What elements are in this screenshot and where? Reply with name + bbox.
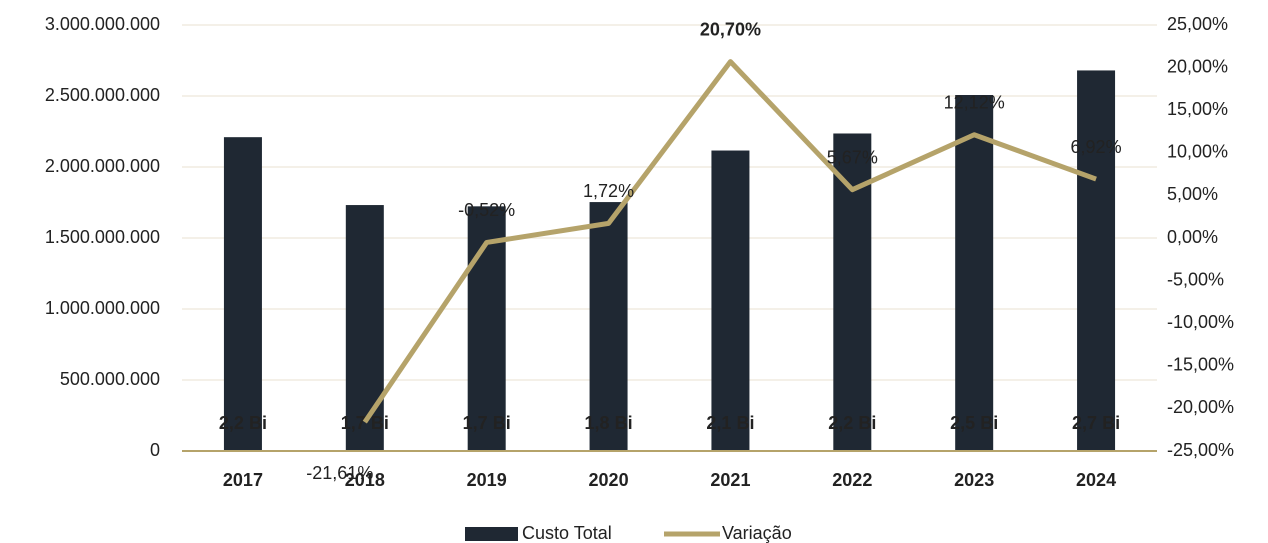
bar [589,202,628,451]
legend-label: Custo Total [522,523,612,543]
x-tick-label: 2020 [589,470,629,490]
line-label: 20,70% [700,19,761,39]
bar [955,95,994,452]
bar-label: 2,7 Bi [1072,413,1120,433]
y2-tick-label: 15,00% [1167,99,1228,119]
x-tick-label: 2024 [1076,470,1116,490]
y2-tick-label: -10,00% [1167,312,1234,332]
y2-tick-label: -25,00% [1167,440,1234,460]
y2-tick-label: 10,00% [1167,142,1228,162]
x-tick-label: 2019 [467,470,507,490]
legend-label: Variação [722,523,792,543]
y-tick-label: 1.000.000.000 [45,298,160,318]
bar-label: 1,7 Bi [463,413,511,433]
line-label: 5,67% [827,147,878,167]
line-label: -21,61% [306,463,373,483]
y-tick-label: 0 [150,440,160,460]
y2-tick-label: 5,00% [1167,184,1218,204]
y2-tick-label: -5,00% [1167,269,1224,289]
y-tick-label: 3.000.000.000 [45,14,160,34]
y2-tick-label: 20,00% [1167,56,1228,76]
line-label: -0,52% [458,200,515,220]
x-tick-label: 2017 [223,470,263,490]
bar-label: 2,2 Bi [219,413,267,433]
x-tick-label: 2022 [832,470,872,490]
x-tick-label: 2023 [954,470,994,490]
y2-tick-label: 0,00% [1167,227,1218,247]
x-tick-label: 2018 [345,470,385,490]
bar [467,206,506,451]
y-tick-label: 1.500.000.000 [45,227,160,247]
y-tick-label: 500.000.000 [60,369,160,389]
bar [711,150,750,451]
bar [1077,70,1116,451]
line [362,59,1097,424]
x-tick-label: 2021 [710,470,750,490]
y2-tick-label: -15,00% [1167,355,1234,375]
y2-tick-label: 25,00% [1167,14,1228,34]
line-label: 12,12% [944,92,1005,112]
y-tick-label: 2.500.000.000 [45,85,160,105]
line-label: 6,92% [1071,137,1122,157]
bar-label: 2,2 Bi [828,413,876,433]
bar-label: 1,7 Bi [341,413,389,433]
bar [223,137,262,451]
line-label: 1,72% [583,181,634,201]
bar-label: 2,1 Bi [706,413,754,433]
legend-swatch [465,527,518,541]
bar-label: 1,8 Bi [585,413,633,433]
y-tick-label: 2.000.000.000 [45,156,160,176]
bar-label: 2,5 Bi [950,413,998,433]
y2-tick-label: -20,00% [1167,397,1234,417]
bar [345,205,384,451]
